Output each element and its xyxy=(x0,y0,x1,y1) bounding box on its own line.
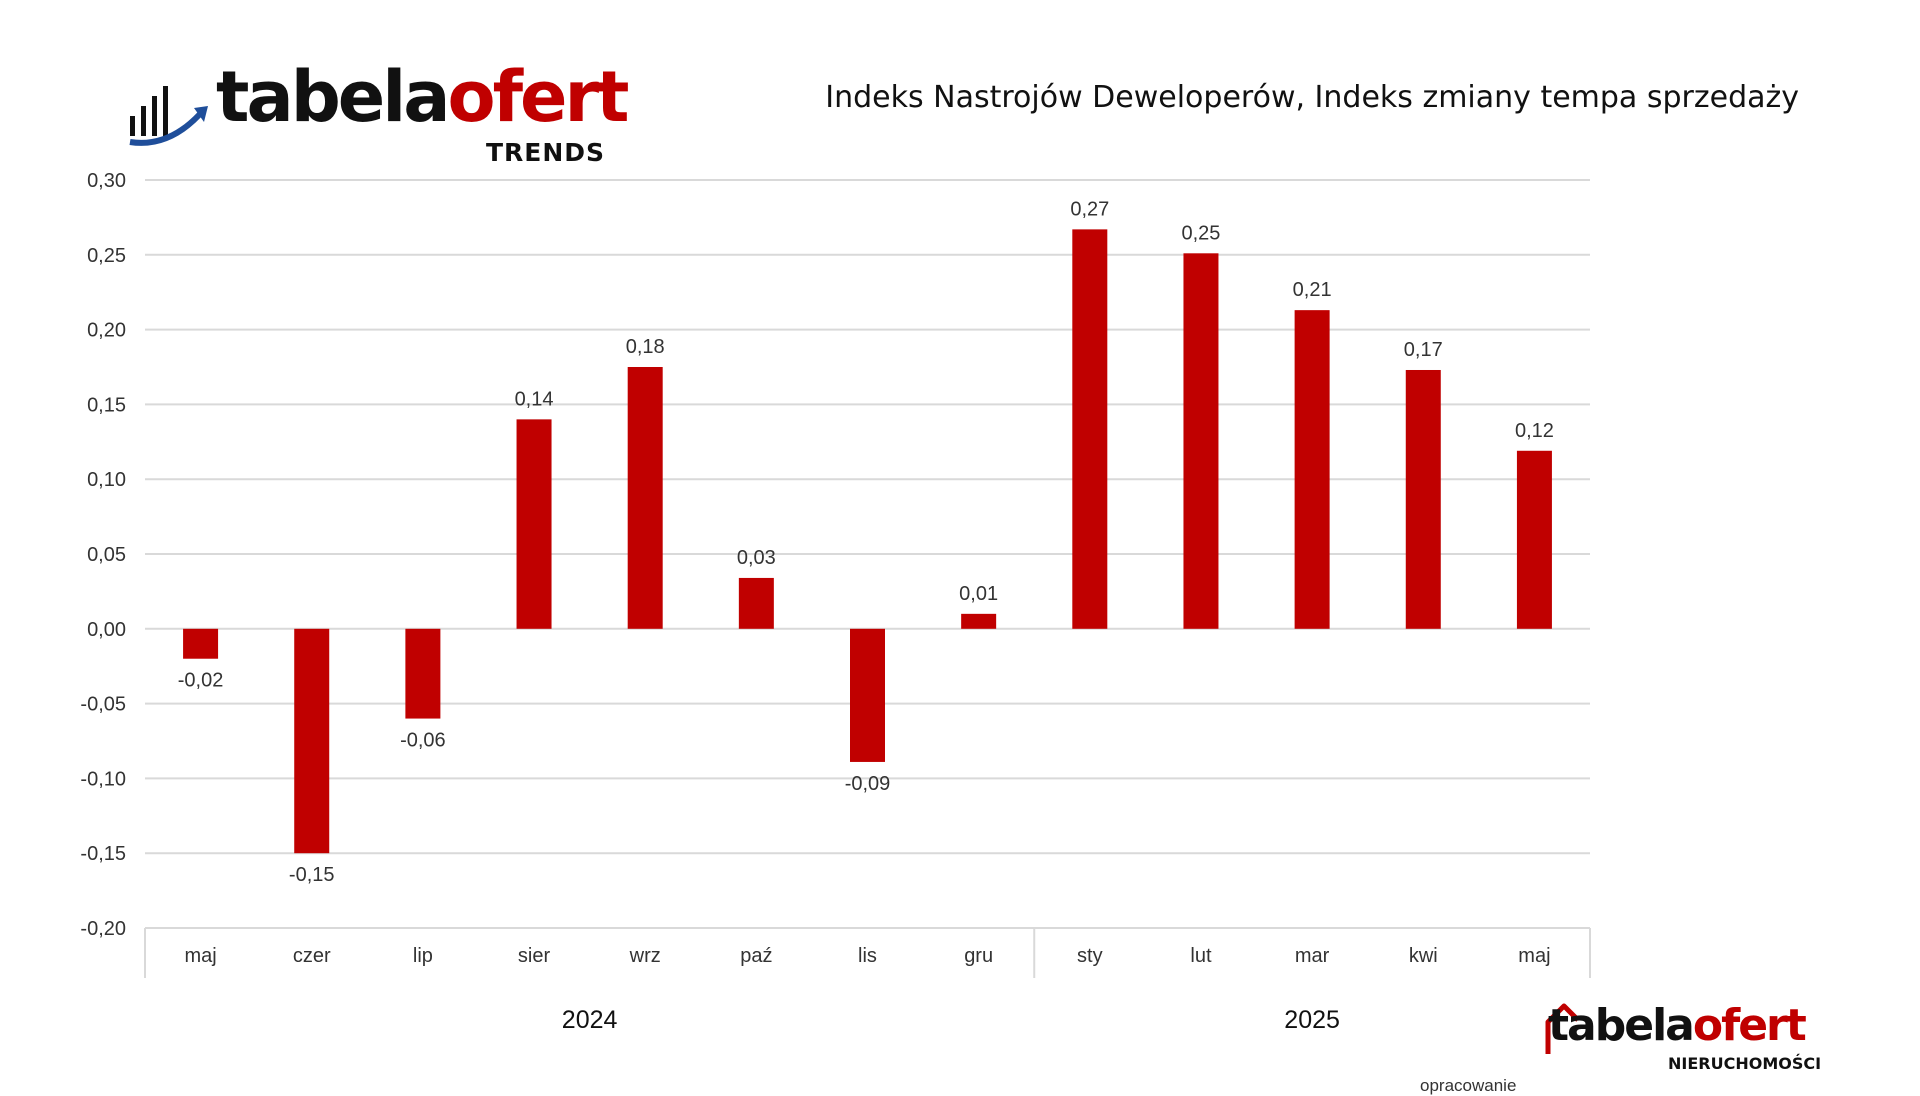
x-tick-label: sier xyxy=(518,945,551,967)
y-tick-label: -0,05 xyxy=(80,694,126,716)
x-tick-label: lis xyxy=(858,945,877,967)
logo-word-dark-bottom: tabela xyxy=(1548,1000,1695,1051)
data-label: -0,06 xyxy=(400,730,446,752)
bar xyxy=(1072,229,1108,629)
data-label: -0,02 xyxy=(178,670,224,692)
data-label: 0,01 xyxy=(959,583,998,605)
bar xyxy=(1405,369,1441,629)
data-label: -0,15 xyxy=(289,864,335,886)
x-tick-label: lip xyxy=(413,945,433,967)
x-tick-label: czer xyxy=(293,945,331,967)
bar xyxy=(405,628,441,719)
chart-title: Indeks Nastrojów Deweloperów, Indeks zmi… xyxy=(825,80,1799,115)
x-tick-label: mar xyxy=(1295,945,1330,967)
bar xyxy=(516,419,552,629)
x-tick-label: gru xyxy=(964,945,993,967)
bar xyxy=(1516,450,1552,629)
x-tick-label: maj xyxy=(184,945,216,967)
data-label: 0,14 xyxy=(515,388,554,410)
logo-wordmark: tabelaofert xyxy=(216,62,630,132)
x-tick-label: wrz xyxy=(629,945,661,967)
bar xyxy=(294,628,330,854)
house-icon xyxy=(1545,1003,1580,1054)
logo-wordmark-bottom: tabelaofert xyxy=(1548,1004,1807,1048)
logo-word-red-bottom: ofert xyxy=(1692,1000,1807,1051)
logo-word-dark: tabela xyxy=(216,56,451,138)
logo-nieruchomosci-label: NIERUCHOMOŚCI xyxy=(1668,1054,1822,1073)
growth-chart-icon xyxy=(129,86,208,146)
x-tick-label: maj xyxy=(1518,945,1550,967)
y-tick-label: 0,25 xyxy=(87,245,126,267)
x-tick-label: sty xyxy=(1077,945,1103,967)
y-tick-label: -0,20 xyxy=(80,918,126,940)
tabelaofert-nieruchomosci-logo: opracowanie tabelaofert NIERUCHOMOŚCI xyxy=(1420,1003,1822,1095)
y-tick-label: -0,15 xyxy=(80,843,126,865)
data-label: -0,09 xyxy=(845,773,891,795)
data-label: 0,12 xyxy=(1515,420,1554,442)
data-label: 0,27 xyxy=(1070,198,1109,220)
x-tick-label: paź xyxy=(740,945,772,967)
logo-word-red: ofert xyxy=(447,56,630,138)
y-tick-label: 0,05 xyxy=(87,544,126,566)
data-label: 0,03 xyxy=(737,547,776,569)
bar xyxy=(183,628,219,659)
year-group-label: 2025 xyxy=(1284,1006,1340,1034)
data-label: 0,21 xyxy=(1293,279,1332,301)
data-label: 0,18 xyxy=(626,336,665,358)
y-tick-label: 0,15 xyxy=(87,394,126,416)
y-tick-label: -0,10 xyxy=(80,768,126,790)
x-tick-label: lut xyxy=(1190,945,1212,967)
bar xyxy=(850,628,885,762)
bar xyxy=(1294,310,1330,629)
logo-trends-label: TRENDS xyxy=(486,138,606,167)
y-tick-label: 0,10 xyxy=(87,469,126,491)
y-tick-label: 0,00 xyxy=(87,619,126,641)
bar xyxy=(738,577,774,629)
year-group-label: 2024 xyxy=(562,1006,618,1034)
bar xyxy=(961,613,997,629)
y-tick-label: 0,30 xyxy=(87,170,126,192)
credit-text: opracowanie xyxy=(1420,1076,1517,1095)
y-tick-label: 0,20 xyxy=(87,320,126,342)
tabelaofert-trends-logo: tabelaofert TRENDS xyxy=(128,62,630,172)
data-label: 0,17 xyxy=(1404,339,1443,361)
x-tick-label: kwi xyxy=(1409,945,1438,967)
bar xyxy=(627,367,663,629)
bar xyxy=(1183,253,1219,629)
data-label: 0,25 xyxy=(1181,222,1220,244)
